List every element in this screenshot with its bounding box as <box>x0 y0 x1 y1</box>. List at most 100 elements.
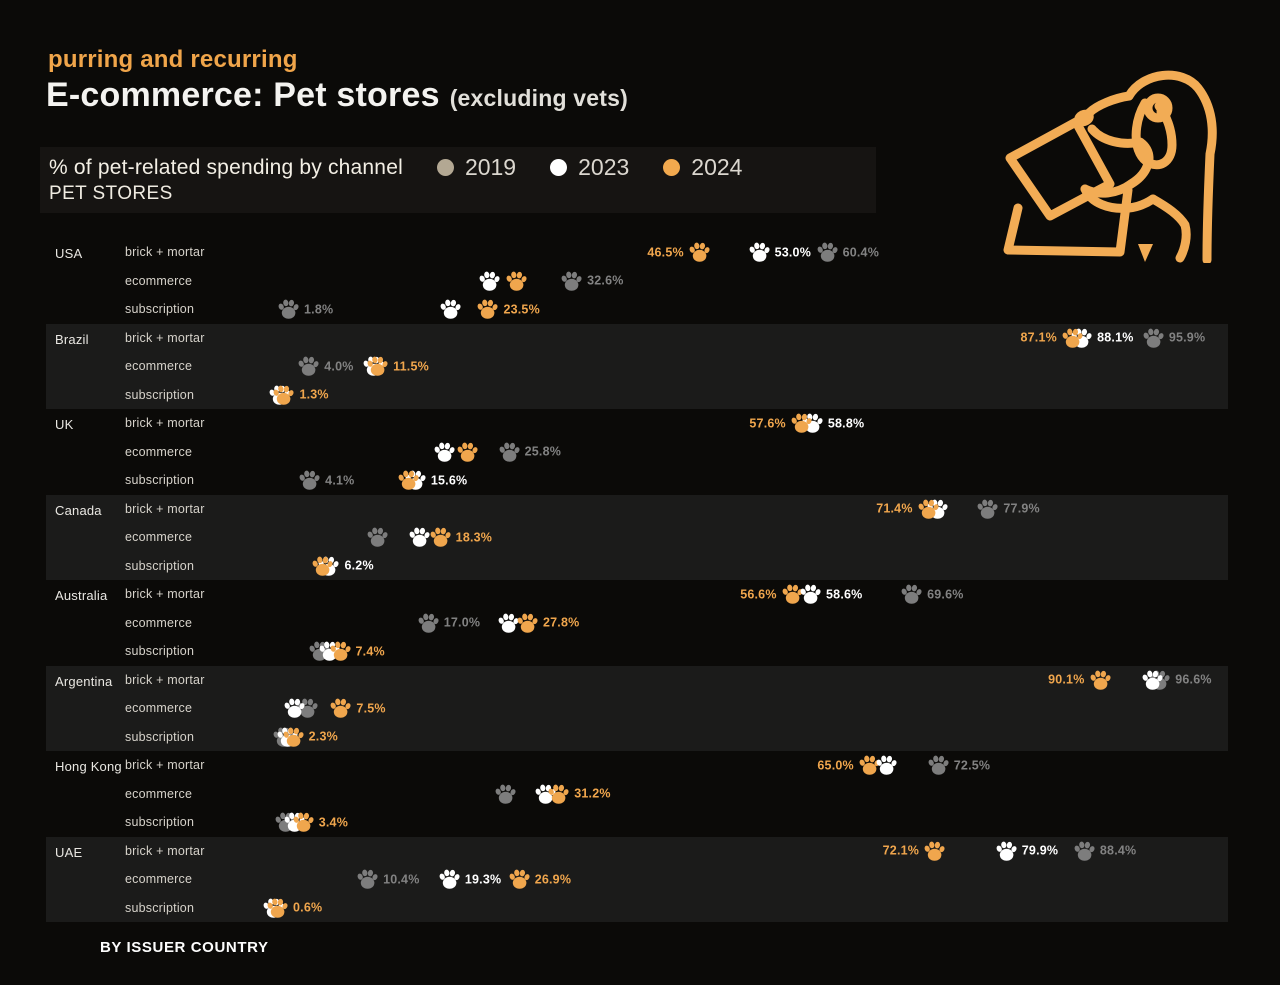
paw-marker-2023-icon <box>1141 669 1164 690</box>
paw-marker-2024-icon: 3.4% <box>292 812 348 833</box>
value-label-2024: 56.6% <box>740 587 777 602</box>
value-label-2019: 96.6% <box>1175 672 1212 687</box>
paw-marker-2024-icon: 23.5% <box>476 299 540 320</box>
channel-row: subscription 6.2% <box>46 552 1228 581</box>
channel-row: ecommerce 7.5% <box>46 694 1228 723</box>
channel-label: brick + mortar <box>125 330 205 345</box>
channel-label: brick + mortar <box>125 672 205 687</box>
country-label: Hong Kong <box>55 759 122 774</box>
value-label-2019: 60.4% <box>842 245 880 260</box>
paw-marker-2019-icon <box>366 527 389 548</box>
channel-row: brick + mortar 58.8% 57.6% <box>46 409 1228 438</box>
value-label-2024: 11.5% <box>393 359 429 374</box>
value-label-2023: 6.2% <box>344 558 374 573</box>
value-label-2024: 87.1% <box>1020 330 1057 345</box>
channel-label: subscription <box>125 815 195 830</box>
country-band-uk: UK brick + mortar 58.8% 57.6% ecommerce 25.8%… <box>46 409 1228 495</box>
paw-marker-2024-icon: 57.6% <box>749 413 813 434</box>
legend-dot-2024-icon <box>663 159 681 176</box>
paw-marker-2024-icon: 87.1% <box>1020 327 1084 348</box>
channel-row: brick + mortar 65.0% 72.5% <box>46 751 1228 780</box>
value-label-2024: 2.3% <box>308 729 338 744</box>
paw-marker-2024-icon: 18.3% <box>429 527 492 548</box>
channel-row: subscription 3.4% <box>46 808 1228 837</box>
country-band-argentina: Argentina brick + mortar 90.1% 96.6% ecommer… <box>46 665 1228 751</box>
paw-marker-2024-icon: 27.8% <box>516 612 579 633</box>
paw-marker-2023-icon <box>875 755 898 776</box>
channel-row: ecommerce 4.0% 11.5% <box>46 352 1228 381</box>
country-band-australia: Australia brick + mortar 56.6% 58.6% 69.6% ec… <box>46 580 1228 666</box>
paw-marker-2019-icon: 88.4% <box>1073 840 1136 861</box>
paw-marker-2024-icon: 72.1% <box>883 840 946 861</box>
paw-marker-2024-icon: 65.0% <box>817 755 881 776</box>
country-band-usa: USA brick + mortar 46.5% 53.0% 60.4% ecommerc… <box>46 238 1228 324</box>
channel-label: ecommerce <box>125 872 193 887</box>
paw-marker-2019-icon: 4.1% <box>298 470 354 491</box>
legend-line: % of pet-related spending by channel 201… <box>49 154 742 181</box>
value-label-2024: 46.5% <box>647 245 684 260</box>
paw-marker-2024-icon: 31.2% <box>547 783 610 804</box>
value-label-2019: 4.1% <box>325 473 355 488</box>
channel-label: ecommerce <box>125 530 193 545</box>
legend-item-2023: 2023 <box>550 154 629 181</box>
channel-row: subscription 7.4% <box>46 637 1228 666</box>
channel-row: brick + mortar 90.1% 96.6% <box>46 666 1228 695</box>
paw-marker-2024-icon <box>456 441 479 462</box>
channel-row: ecommerce 31.2% <box>46 780 1228 809</box>
value-label-2024: 72.1% <box>882 843 920 858</box>
channel-row: ecommerce 17.0% 27.8% <box>46 609 1228 638</box>
paw-marker-2019-icon: 60.4% <box>816 242 879 263</box>
channel-label: subscription <box>125 900 195 915</box>
value-label-2024: 18.3% <box>455 530 493 545</box>
paw-marker-2019-icon: 32.6% <box>560 270 623 291</box>
paw-marker-2024-icon: 7.5% <box>329 698 386 719</box>
paw-marker-2024-icon: 11.5% <box>366 356 429 377</box>
value-label-2024: 71.4% <box>876 501 913 516</box>
paw-marker-2019-icon: 77.9% <box>976 498 1040 519</box>
paw-marker-2024-icon: 90.1% <box>1048 669 1112 690</box>
dog-with-laptop-illustration <box>988 58 1238 268</box>
channel-label: brick + mortar <box>125 501 205 516</box>
value-label-2019: 32.6% <box>587 273 624 288</box>
paw-marker-2019-icon: 25.8% <box>498 441 561 462</box>
kicker-title: purring and recurring <box>48 46 298 73</box>
channel-row: subscription 4.1% 15.6% <box>46 466 1228 495</box>
paw-marker-2024-icon: 1.3% <box>272 384 329 405</box>
value-label-2024: 7.4% <box>355 644 385 659</box>
paw-marker-2019-icon: 95.9% <box>1142 327 1205 348</box>
value-label-2019: 1.8% <box>304 302 334 317</box>
country-label: Brazil <box>55 331 89 347</box>
legend-panel: % of pet-related spending by channel 201… <box>40 147 876 213</box>
paw-marker-2023-icon: 79.9% <box>995 840 1058 861</box>
paw-marker-2023-icon <box>478 270 501 291</box>
value-label-2019: 72.5% <box>953 758 991 773</box>
channel-row: brick + mortar 56.6% 58.6% 69.6% <box>46 580 1228 609</box>
legend-year-2024: 2024 <box>691 154 743 180</box>
paw-marker-2019-icon: 1.8% <box>277 299 333 320</box>
paw-marker-2024-icon: 56.6% <box>740 584 804 605</box>
channel-row: subscription 1.8% 23.5% <box>46 295 1228 324</box>
paw-marker-2023-icon <box>408 527 431 548</box>
value-label-2024: 7.5% <box>356 701 386 716</box>
paw-marker-2023-icon <box>497 612 520 633</box>
channel-label: subscription <box>125 473 195 488</box>
value-label-2024: 3.4% <box>318 815 349 830</box>
dog-illustration-icon <box>1003 70 1217 265</box>
value-label-2023: 79.9% <box>1021 843 1059 858</box>
value-label-2019: 77.9% <box>1003 501 1040 516</box>
value-label-2024: 1.3% <box>299 387 329 402</box>
channel-row: ecommerce 32.6% <box>46 267 1228 296</box>
country-label: USA <box>55 246 83 261</box>
country-band-brazil: Brazil brick + mortar 95.9% 88.1% 87.1% ecomm… <box>46 323 1228 409</box>
paw-marker-2019-icon: 69.6% <box>900 584 963 605</box>
channel-label: subscription <box>125 729 195 744</box>
axis-footer-label: BY ISSUER COUNTRY <box>100 939 269 956</box>
channel-label: ecommerce <box>125 701 193 716</box>
legend-label: % of pet-related spending by channel <box>49 155 403 179</box>
country-label: Argentina <box>55 673 113 689</box>
paw-marker-2024-icon <box>397 470 420 491</box>
country-label: UK <box>55 417 74 432</box>
paw-marker-2024-icon <box>505 270 528 291</box>
value-label-2019: 25.8% <box>524 444 562 459</box>
channel-label: subscription <box>125 558 195 573</box>
